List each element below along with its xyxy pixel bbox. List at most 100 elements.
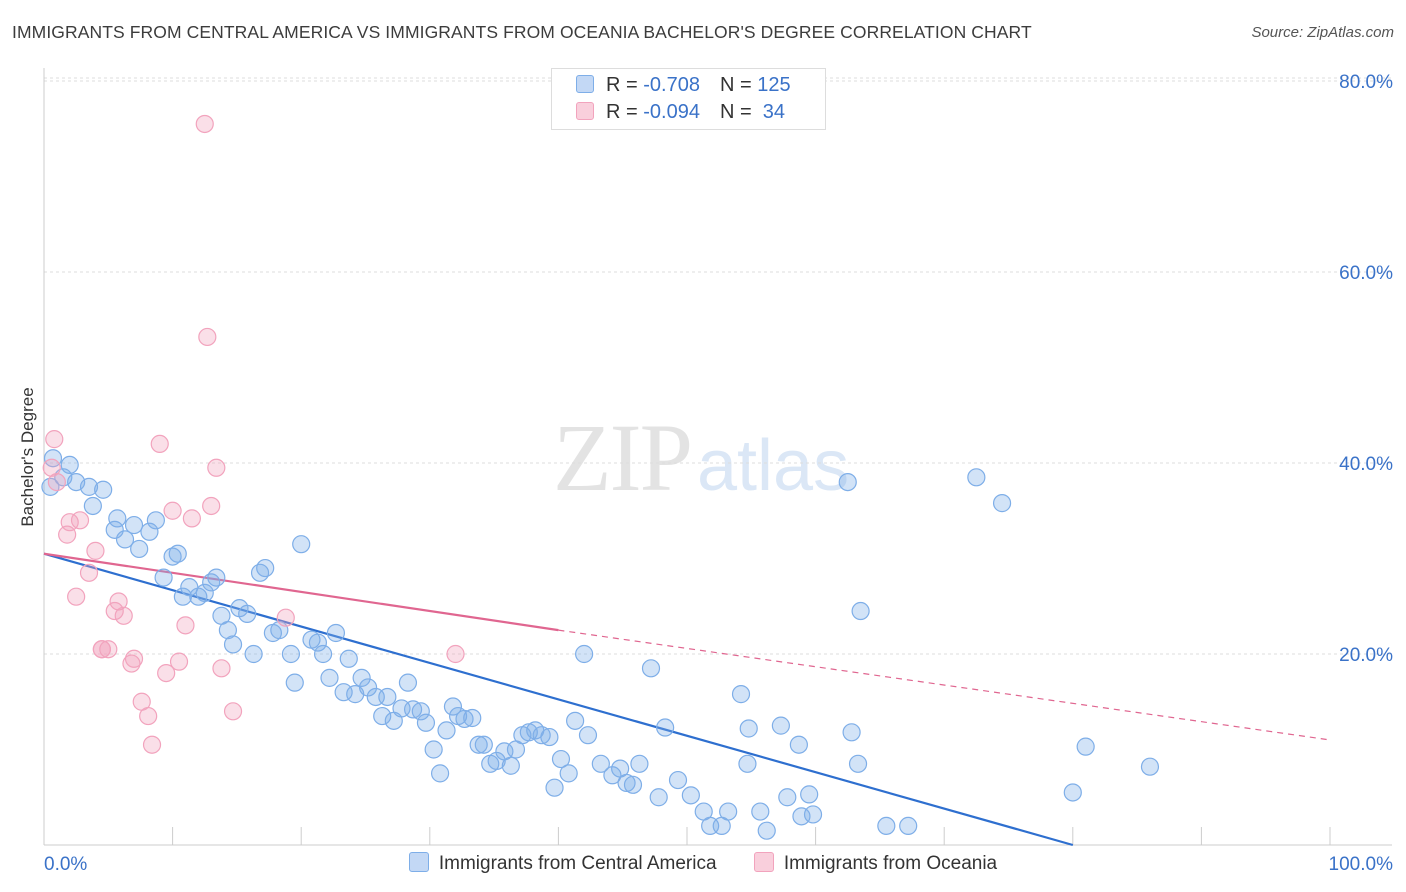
point-central-america — [789, 735, 808, 754]
point-oceania — [276, 608, 295, 627]
data-points — [41, 114, 1160, 840]
point-oceania — [150, 434, 169, 453]
point-oceania — [67, 587, 86, 606]
x-tick-label: 0.0% — [44, 854, 87, 875]
n-value: 34 — [757, 101, 786, 123]
point-central-america — [308, 633, 328, 652]
point-central-america — [668, 770, 688, 790]
legend-item-oceania[interactable]: Immigrants from Oceania — [753, 852, 998, 875]
point-central-america — [551, 749, 571, 769]
point-oceania — [446, 644, 465, 664]
point-oceania — [86, 541, 105, 560]
point-oceania — [207, 458, 226, 477]
trend-line-oceania — [43, 552, 559, 632]
point-oceania — [163, 501, 182, 520]
point-central-america — [411, 702, 430, 721]
point-oceania — [182, 509, 201, 528]
legend-swatch-pink — [753, 852, 774, 872]
r-value: -0.094 — [643, 101, 700, 123]
legend-label: Immigrants from Oceania — [783, 853, 998, 874]
point-central-america — [339, 649, 358, 668]
point-central-america — [617, 773, 636, 793]
point-oceania — [198, 327, 217, 347]
point-central-america — [474, 735, 493, 754]
point-oceania — [157, 663, 176, 683]
point-central-america — [578, 726, 598, 745]
y-tick-label: 80.0% — [1339, 72, 1393, 93]
point-central-america — [173, 587, 192, 606]
point-central-america — [443, 697, 463, 716]
point-central-america — [163, 547, 182, 566]
axes — [43, 68, 1392, 846]
point-central-america — [94, 480, 113, 499]
grid-lines — [44, 77, 1392, 655]
point-central-america — [656, 718, 675, 737]
point-central-america — [115, 530, 135, 549]
point-central-america — [771, 716, 790, 735]
x-tick-label: 100.0% — [1329, 854, 1394, 875]
point-central-america — [244, 644, 263, 664]
legend-item-central-america[interactable]: Immigrants from Central America — [408, 852, 717, 875]
point-oceania — [212, 659, 231, 678]
tick-labels: 20.0% 40.0% 60.0% 80.0% 0.0% 100.0% — [44, 72, 1393, 875]
legend-swatch-blue — [408, 852, 429, 872]
point-central-america — [540, 727, 559, 747]
trend-line-central-america — [43, 552, 1074, 847]
point-central-america — [877, 816, 896, 836]
point-central-america — [757, 821, 776, 840]
point-oceania — [114, 606, 133, 625]
point-central-america — [334, 683, 353, 702]
point-central-america — [130, 539, 149, 559]
point-central-america — [60, 455, 79, 475]
stats-legend: R = -0.708 N = 125 R = -0.094 N = 34 — [551, 68, 826, 130]
point-central-america — [79, 477, 99, 496]
point-oceania — [47, 473, 66, 492]
point-oceania — [176, 616, 195, 635]
point-central-america — [630, 754, 649, 773]
n-label: N = — [719, 101, 758, 123]
point-central-america — [320, 668, 339, 687]
legend-label: Immigrants from Central America — [438, 853, 717, 874]
point-oceania — [169, 652, 189, 671]
point-central-america — [373, 706, 392, 726]
point-central-america — [326, 623, 346, 643]
point-oceania — [92, 640, 111, 659]
point-central-america — [469, 735, 488, 754]
point-central-america — [1140, 757, 1160, 776]
y-tick-label: 40.0% — [1339, 454, 1393, 475]
point-central-america — [108, 509, 127, 528]
point-central-america — [1076, 737, 1095, 756]
point-central-america — [140, 522, 159, 541]
point-oceania — [139, 706, 158, 726]
point-oceania — [195, 114, 214, 134]
point-oceania — [142, 735, 162, 754]
point-central-america — [195, 583, 214, 602]
point-central-america — [281, 644, 301, 664]
point-central-america — [43, 449, 63, 468]
point-central-america — [591, 754, 610, 773]
point-central-america — [238, 604, 257, 623]
point-central-america — [207, 568, 226, 587]
point-oceania — [99, 640, 118, 659]
stats-row-central-america: R = -0.708 N = 125 — [576, 74, 791, 100]
point-central-america — [313, 644, 333, 664]
point-central-america — [738, 754, 757, 773]
stats-row-oceania: R = -0.094 N = 34 — [576, 101, 785, 127]
point-oceania — [70, 511, 90, 530]
point-central-america — [838, 473, 857, 492]
point-central-america — [848, 754, 868, 773]
point-central-america — [559, 764, 578, 783]
point-central-america — [545, 778, 564, 797]
point-central-america — [800, 785, 819, 804]
point-central-america — [463, 708, 482, 728]
watermark-atlas: atlas — [697, 426, 850, 506]
point-central-america — [168, 544, 187, 563]
point-central-america — [778, 788, 797, 807]
series-legend: Immigrants from Central America Immigran… — [0, 852, 1406, 875]
legend-swatch-blue — [576, 75, 594, 93]
point-central-america — [681, 786, 700, 805]
point-central-america — [223, 635, 243, 654]
point-central-america — [641, 659, 661, 678]
y-axis-label: Bachelor's Degree — [18, 387, 37, 527]
point-central-america — [803, 805, 823, 824]
